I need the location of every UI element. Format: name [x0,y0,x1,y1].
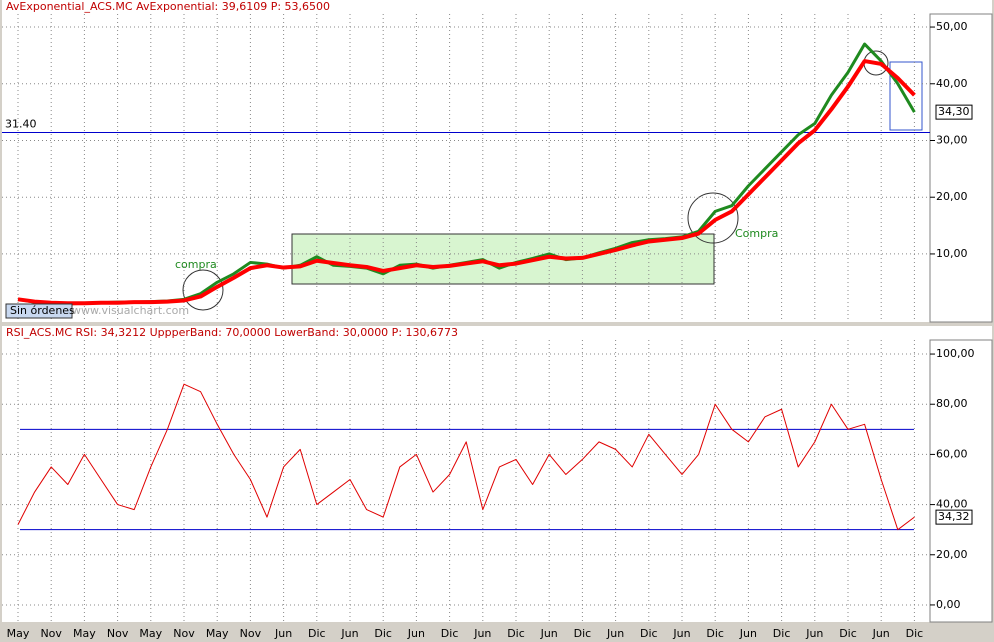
badge [5,303,73,319]
x-tick-label: Dic [441,627,459,640]
y-tick-label: 0,00 [936,598,961,611]
annotation: Sin órdenes [10,304,75,317]
x-tick-label: Dic [308,627,326,640]
y-tick-label: 80,00 [936,397,968,410]
x-tick-label: Dic [507,627,525,640]
x-tick-label: Jun [805,627,823,640]
x-tick-label: Jun [473,627,491,640]
x-tick-label: Jun [540,627,558,640]
last-value-box [935,509,973,525]
x-tick-label: Jun [407,627,425,640]
range-box [889,61,923,131]
x-tick-label: Nov [240,627,262,640]
x-tick-label: Jun [340,627,358,640]
price-header [2,0,992,14]
circle [687,192,739,244]
y-tick-label: 50,00 [936,20,968,33]
rsi-axis [929,339,993,623]
x-tick-label: Dic [839,627,857,640]
y-tick-label: 10,00 [936,247,968,260]
y-tick-label: 30,00 [936,133,968,146]
x-tick-label: Dic [574,627,592,640]
annotation: compra [175,258,217,271]
series-line [17,59,916,306]
y-tick-label: 40,00 [936,498,968,511]
rsi-panel [2,340,930,622]
last-value-label: 34,32 [938,510,970,523]
x-tick-label: May [206,627,229,640]
x-tick-label: May [7,627,30,640]
x-tick-label: Dic [374,627,392,640]
rsi-header [2,326,992,340]
last-value-label: 34,30 [938,105,970,118]
chart-title: RSI_ACS.MC RSI: 34,3212 UppperBand: 70,0… [6,326,458,339]
series-line [17,383,915,531]
x-tick-label: Jun [672,627,690,640]
x-tick-label: Dic [906,627,924,640]
x-tick-label: May [139,627,162,640]
y-tick-label: 20,00 [936,548,968,561]
y-tick-label: 40,00 [936,77,968,90]
x-tick-label: Dic [706,627,724,640]
annotation: Compra [735,227,778,240]
chart-title: AvExponential_ACS.MC AvExponential: 39,6… [6,0,330,13]
circle [182,269,224,311]
reference-label: 31.40 [5,118,37,131]
x-tick-label: Jun [606,627,624,640]
y-tick-label: 20,00 [936,190,968,203]
x-tick-label: Jun [274,627,292,640]
x-tick-label: Nov [173,627,195,640]
price-axis [929,13,993,323]
x-tick-label: Jun [739,627,757,640]
x-tick-label: Nov [107,627,129,640]
y-tick-label: 100,00 [936,347,975,360]
annotation: www.visualchart.com [72,304,189,317]
y-tick-label: 60,00 [936,447,968,460]
x-tick-label: Jun [872,627,890,640]
x-tick-label: Nov [40,627,62,640]
x-tick-label: Dic [773,627,791,640]
x-tick-label: Dic [640,627,658,640]
plot: 10,00 20,00 30,00 40,00 50,00 31.40 34,30 0,00 2… [2,14,975,640]
x-tick-label: May [73,627,96,640]
last-value-box [935,104,973,120]
